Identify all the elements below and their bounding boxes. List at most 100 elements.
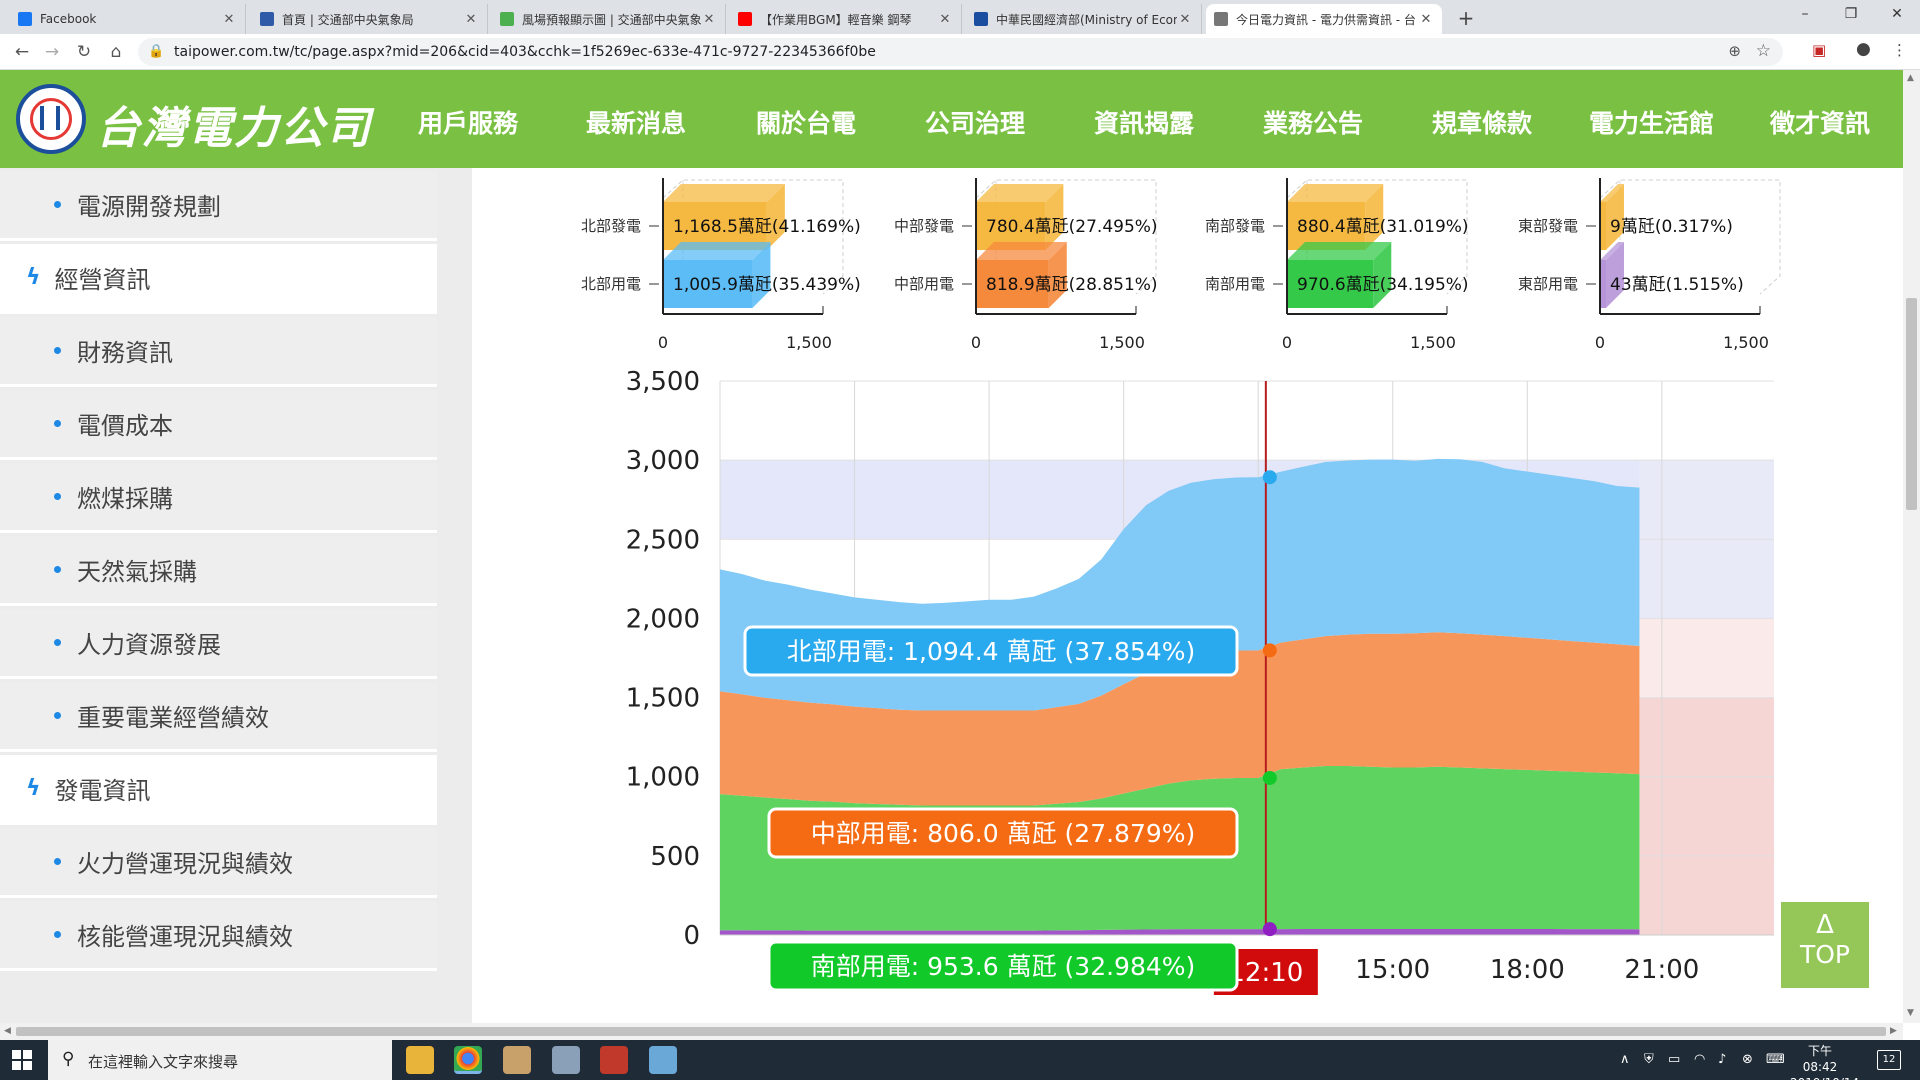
omnibox[interactable]: 🔒 taipower.com.tw/tc/page.aspx?mid=206&c… [138, 38, 1783, 66]
bullet-icon [54, 420, 61, 427]
tab-favicon-icon [1214, 12, 1228, 26]
browser-tab[interactable]: 首頁 | 交通部中央氣象局 ✕ [252, 4, 488, 34]
zoom-icon[interactable]: ⊕ [1728, 42, 1741, 60]
vertical-scrollbar[interactable]: ▲ ▼ [1903, 70, 1920, 1023]
region-bar[interactable] [1600, 260, 1606, 308]
sidebar-item[interactable]: 核能營運現況與績效 [0, 901, 437, 971]
menu-icon[interactable]: ⋮ [1892, 41, 1907, 59]
sidebar-item[interactable]: 電價成本 [0, 390, 437, 460]
tab-title: 中華民國經濟部(Ministry of Econ [996, 12, 1177, 27]
logo-text[interactable]: 台灣電力公司 [96, 103, 372, 154]
sidebar-label: 發電資訊 [54, 777, 151, 805]
top-arrow-icon: Δ [1816, 910, 1834, 940]
back-icon[interactable]: ← [14, 42, 30, 62]
tooltip-box [767, 940, 1239, 992]
app-icon-3[interactable] [600, 1046, 628, 1074]
plot-band [1639, 618, 1774, 698]
horizontal-scroll-thumb[interactable] [16, 1027, 1886, 1036]
app-icon-2[interactable] [552, 1046, 580, 1074]
sidebar-item[interactable]: 電源開發規劃 [0, 171, 437, 241]
browser-tab[interactable]: 風場預報顯示圖 | 交通部中央氣象 ✕ [492, 4, 726, 34]
bar-3d-top [976, 184, 1064, 202]
clock-date: 2019/10/14 [1790, 1076, 1860, 1090]
reload-icon[interactable]: ↻ [76, 42, 92, 62]
minimize-button[interactable]: – [1801, 6, 1809, 22]
taskbar-search[interactable]: ⚲ 在這裡輸入文字來搜尋 [48, 1040, 392, 1080]
area-series[interactable] [720, 632, 1640, 806]
tab-close-icon[interactable]: ✕ [939, 11, 951, 27]
tray-chevron-icon[interactable]: ∧ [1620, 1052, 1630, 1067]
windows-taskbar: ⚲ 在這裡輸入文字來搜尋 ∧ ⛨ ▭ ◠ ♪ ⊗ ⌨ 下午 08:42 2019… [0, 1040, 1920, 1090]
new-tab-button[interactable]: + [1457, 6, 1475, 30]
tab-close-icon[interactable]: ✕ [703, 11, 715, 27]
bookmark-star-icon[interactable]: ☆ [1755, 41, 1771, 61]
tab-close-icon[interactable]: ✕ [465, 11, 477, 27]
tray-wifi-icon[interactable]: ◠ [1694, 1052, 1706, 1067]
sidebar-category[interactable]: ϟ 發電資訊 [0, 755, 437, 825]
nav-item[interactable]: 規章條款 [1432, 109, 1533, 138]
series-tooltip: 中部用電: 806.0 萬瓩 (27.879%) [767, 807, 1239, 859]
chrome-icon[interactable] [454, 1046, 482, 1074]
region-bar[interactable] [663, 260, 753, 308]
app-icon-4[interactable] [649, 1046, 677, 1074]
bar-category-label: 北部用電 [581, 275, 641, 293]
plot-band [1639, 697, 1774, 935]
app-icon-1[interactable] [503, 1046, 531, 1074]
chart-3d-wall [975, 179, 1157, 295]
browser-tab[interactable]: 中華民國經濟部(Ministry of Econ ✕ [966, 4, 1202, 34]
sidebar-item[interactable]: 財務資訊 [0, 317, 437, 387]
bullet-icon [54, 712, 61, 719]
restore-button[interactable]: ❐ [1844, 6, 1858, 22]
tray-battery-icon[interactable]: ▭ [1668, 1052, 1681, 1067]
tray-security-icon[interactable]: ⛨ [1644, 1052, 1654, 1067]
profile-icon[interactable]: ● [1856, 39, 1871, 59]
tab-close-icon[interactable]: ✕ [223, 11, 235, 27]
nav-item[interactable]: 徵才資訊 [1770, 109, 1871, 138]
browser-tab[interactable]: 【作業用BGM】輕音樂 鋼琴 ✕ [730, 4, 962, 34]
nav-item[interactable]: 電力生活館 [1589, 109, 1715, 138]
windows-start-icon[interactable] [12, 1050, 32, 1070]
area-series[interactable] [720, 928, 1640, 935]
bar-category-label: 南部發電 [1205, 217, 1265, 235]
sidebar-item[interactable]: 重要電業經營績效 [0, 682, 437, 752]
bar-value-label: 43萬瓩(1.515%) [1610, 275, 1744, 295]
tray-volume-icon[interactable]: ♪ [1718, 1052, 1727, 1067]
sidebar-label: 核能營運現況與績效 [77, 923, 293, 951]
sidebar-item[interactable]: 燃煤採購 [0, 463, 437, 533]
bar-value-label: 1,005.9萬瓩(35.439%) [673, 275, 861, 295]
taipower-logo-icon[interactable] [16, 84, 86, 154]
region-bar[interactable] [976, 260, 1049, 308]
nav-item[interactable]: 用戶服務 [418, 109, 519, 138]
nav-item[interactable]: 公司治理 [925, 109, 1026, 138]
horizontal-scrollbar[interactable]: ◀ ▶ [0, 1023, 1903, 1040]
back-to-top-button[interactable]: Δ TOP [1781, 902, 1869, 988]
forward-icon[interactable]: → [44, 42, 60, 62]
sidebar-item[interactable]: 天然氣採購 [0, 536, 437, 606]
home-icon[interactable]: ⌂ [110, 42, 122, 62]
nav-item[interactable]: 資訊揭露 [1094, 109, 1195, 138]
nav-item[interactable]: 關於台電 [756, 109, 857, 138]
vertical-scroll-thumb[interactable] [1906, 298, 1917, 510]
tab-close-icon[interactable]: ✕ [1179, 11, 1191, 27]
file-explorer-icon[interactable] [406, 1046, 434, 1074]
taskbar-clock[interactable]: 下午 08:42 2019/10/14 [1790, 1043, 1860, 1091]
sidebar-category[interactable]: ϟ 經營資訊 [0, 244, 437, 314]
extension-icon[interactable]: ▣ [1812, 41, 1827, 59]
tooltip-text: 南部用電: 953.6 萬瓩 (32.984%) [811, 952, 1196, 981]
nav-item[interactable]: 業務公告 [1263, 109, 1364, 138]
tab-close-icon[interactable]: ✕ [1420, 11, 1432, 27]
bar-x-tick-label: 1,500 [1723, 333, 1769, 352]
sidebar-item[interactable]: 人力資源發展 [0, 609, 437, 679]
tab-title: 風場預報顯示圖 | 交通部中央氣象 [522, 12, 701, 27]
url-text[interactable]: taipower.com.tw/tc/page.aspx?mid=206&cid… [174, 44, 876, 60]
tray-keyboard-icon[interactable]: ⌨ [1766, 1052, 1785, 1067]
sidebar-item[interactable]: 火力營運現況與績效 [0, 828, 437, 898]
tray-ime-icon[interactable]: ⊗ [1742, 1052, 1753, 1067]
browser-tab[interactable]: 今日電力資訊 - 電力供需資訊 - 台 ✕ [1206, 4, 1442, 34]
browser-tab[interactable]: Facebook ✕ [10, 4, 246, 34]
notification-icon[interactable]: 12 [1877, 1050, 1901, 1070]
region-bar[interactable] [1600, 202, 1606, 250]
close-window-button[interactable]: ✕ [1891, 6, 1903, 22]
nav-item[interactable]: 最新消息 [586, 109, 687, 138]
region-bar[interactable] [1287, 260, 1374, 308]
